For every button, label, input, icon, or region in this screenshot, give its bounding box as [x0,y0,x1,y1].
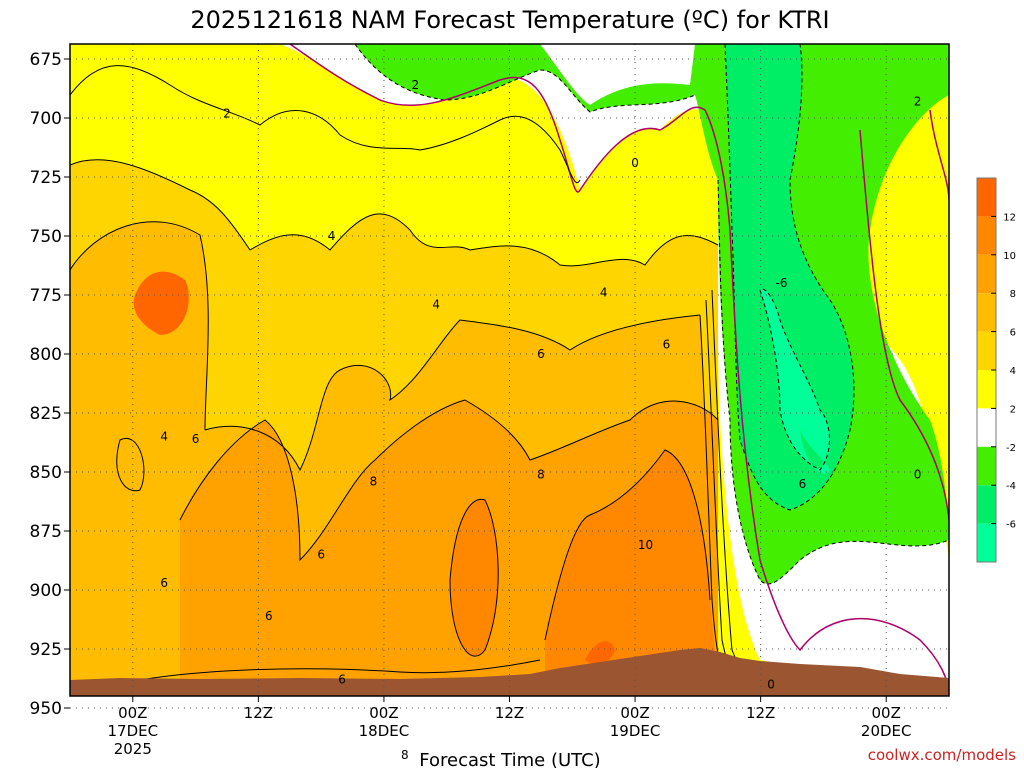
x-tick-label: 12Z [495,704,524,722]
terrain [70,648,949,696]
x-tick-label: 12Z [244,704,273,722]
contour-label: 6 [160,576,168,590]
chart-title: 2025121618 NAM Forecast Temperature (ºC)… [190,6,829,34]
contour-8 [139,399,719,681]
colorbar-label: 12 [1003,212,1016,223]
contour-label: 6 [537,347,545,361]
colorbar-swatch [977,331,996,370]
colorbar-label: 4 [1010,366,1016,377]
contour-label: 2 [412,78,420,92]
colorbar-label: 2 [1010,404,1016,415]
y-tick-label: 925 [30,640,62,660]
colorbar-swatch [977,523,996,562]
contour-label: 6 [265,609,273,623]
contour-label: 6 [192,432,200,446]
contour-label: 8 [537,467,545,481]
y-tick-label: 725 [30,168,62,188]
contour-labels: 2 2 2 0 0 0 4 4 4 4 6 6 6 6 6 6 6 6 -6 8 8 8 10 [160,78,921,762]
contour-6 [70,221,701,472]
grid [70,44,949,709]
x-tick-date: 20DEC [861,722,912,740]
contour-label: 0 [631,156,639,170]
contour-label: 8 [370,474,378,488]
y-axis: 675 700 725 750 775 800 825 850 875 900 925 950 [30,50,70,719]
y-tick-label: 775 [30,286,62,306]
contour-minus4 [724,44,855,511]
contour-label: 4 [432,297,440,311]
contour-label: 6 [663,338,671,352]
contour-minus6 [759,288,830,471]
x-tick-label: 00Z [872,704,901,722]
y-tick-label: 950 [30,699,62,719]
x-tick-date: 17DEC [107,722,158,740]
y-tick-label: 900 [30,581,62,601]
contour-label: 10 [638,538,653,552]
colorbar-swatch [977,254,996,294]
y-tick-label: 675 [30,50,62,70]
band-below-minus6 [760,289,830,474]
colorbar-label: 8 [1010,289,1016,300]
x-tick-label: 12Z [746,704,775,722]
contour-label: 8 [401,748,409,762]
contour-label: 0 [767,677,775,691]
contour-label: 0 [914,467,922,481]
colorbar-label: -6 [1006,520,1016,531]
contour-label: -6 [776,276,788,290]
contour-label: 2 [914,94,922,108]
plot-area [70,44,949,696]
colorbar-label: -2 [1006,443,1016,454]
x-axis-label: Forecast Time (UTC) [419,750,600,768]
x-tick-label: 00Z [118,704,147,722]
x-tick-date: 19DEC [610,722,661,740]
y-tick-label: 825 [30,404,62,424]
band-warm-core [133,271,615,664]
colorbar-swatch [977,408,996,447]
colorbar-swatch [977,485,996,524]
contour-4 [70,159,719,492]
band-10to12 [450,450,718,690]
contour-label: 2 [223,106,231,120]
x-tick-date: 18DEC [359,722,410,740]
contour-label: 4 [328,229,336,243]
y-tick-label: 850 [30,463,62,483]
contour-minus2 [354,44,949,585]
colorbar-label: -4 [1006,481,1016,492]
colorbar-label: 10 [1003,251,1016,262]
colorbar-swatch [977,446,996,486]
x-tick-label: 00Z [620,704,649,722]
colorbar: 12 10 8 6 4 2 -2 -4 -6 [976,177,1016,563]
colorbar-label: 6 [1010,328,1016,339]
band-minus4to6 [725,44,854,510]
y-tick-label: 700 [30,109,62,129]
credit-link[interactable]: coolwx.com/models [868,746,1016,764]
colorbar-swatch [977,216,996,255]
contour-label: 4 [600,286,608,300]
colorbar-swatch [977,370,996,409]
y-tick-label: 800 [30,345,62,365]
contour-label: 6 [317,548,325,562]
contour-label: 4 [160,430,168,444]
contour-label: 6 [338,673,346,687]
y-tick-label: 875 [30,522,62,542]
colorbar-swatch [977,293,996,332]
contour-label: 6 [799,477,807,491]
y-tick-label: 750 [30,227,62,247]
x-tick-label: 00Z [369,704,398,722]
contour-2 [70,65,581,183]
x-tick-year: 2025 [114,740,152,758]
contour-10 [449,449,711,657]
colorbar-swatch [977,178,996,217]
